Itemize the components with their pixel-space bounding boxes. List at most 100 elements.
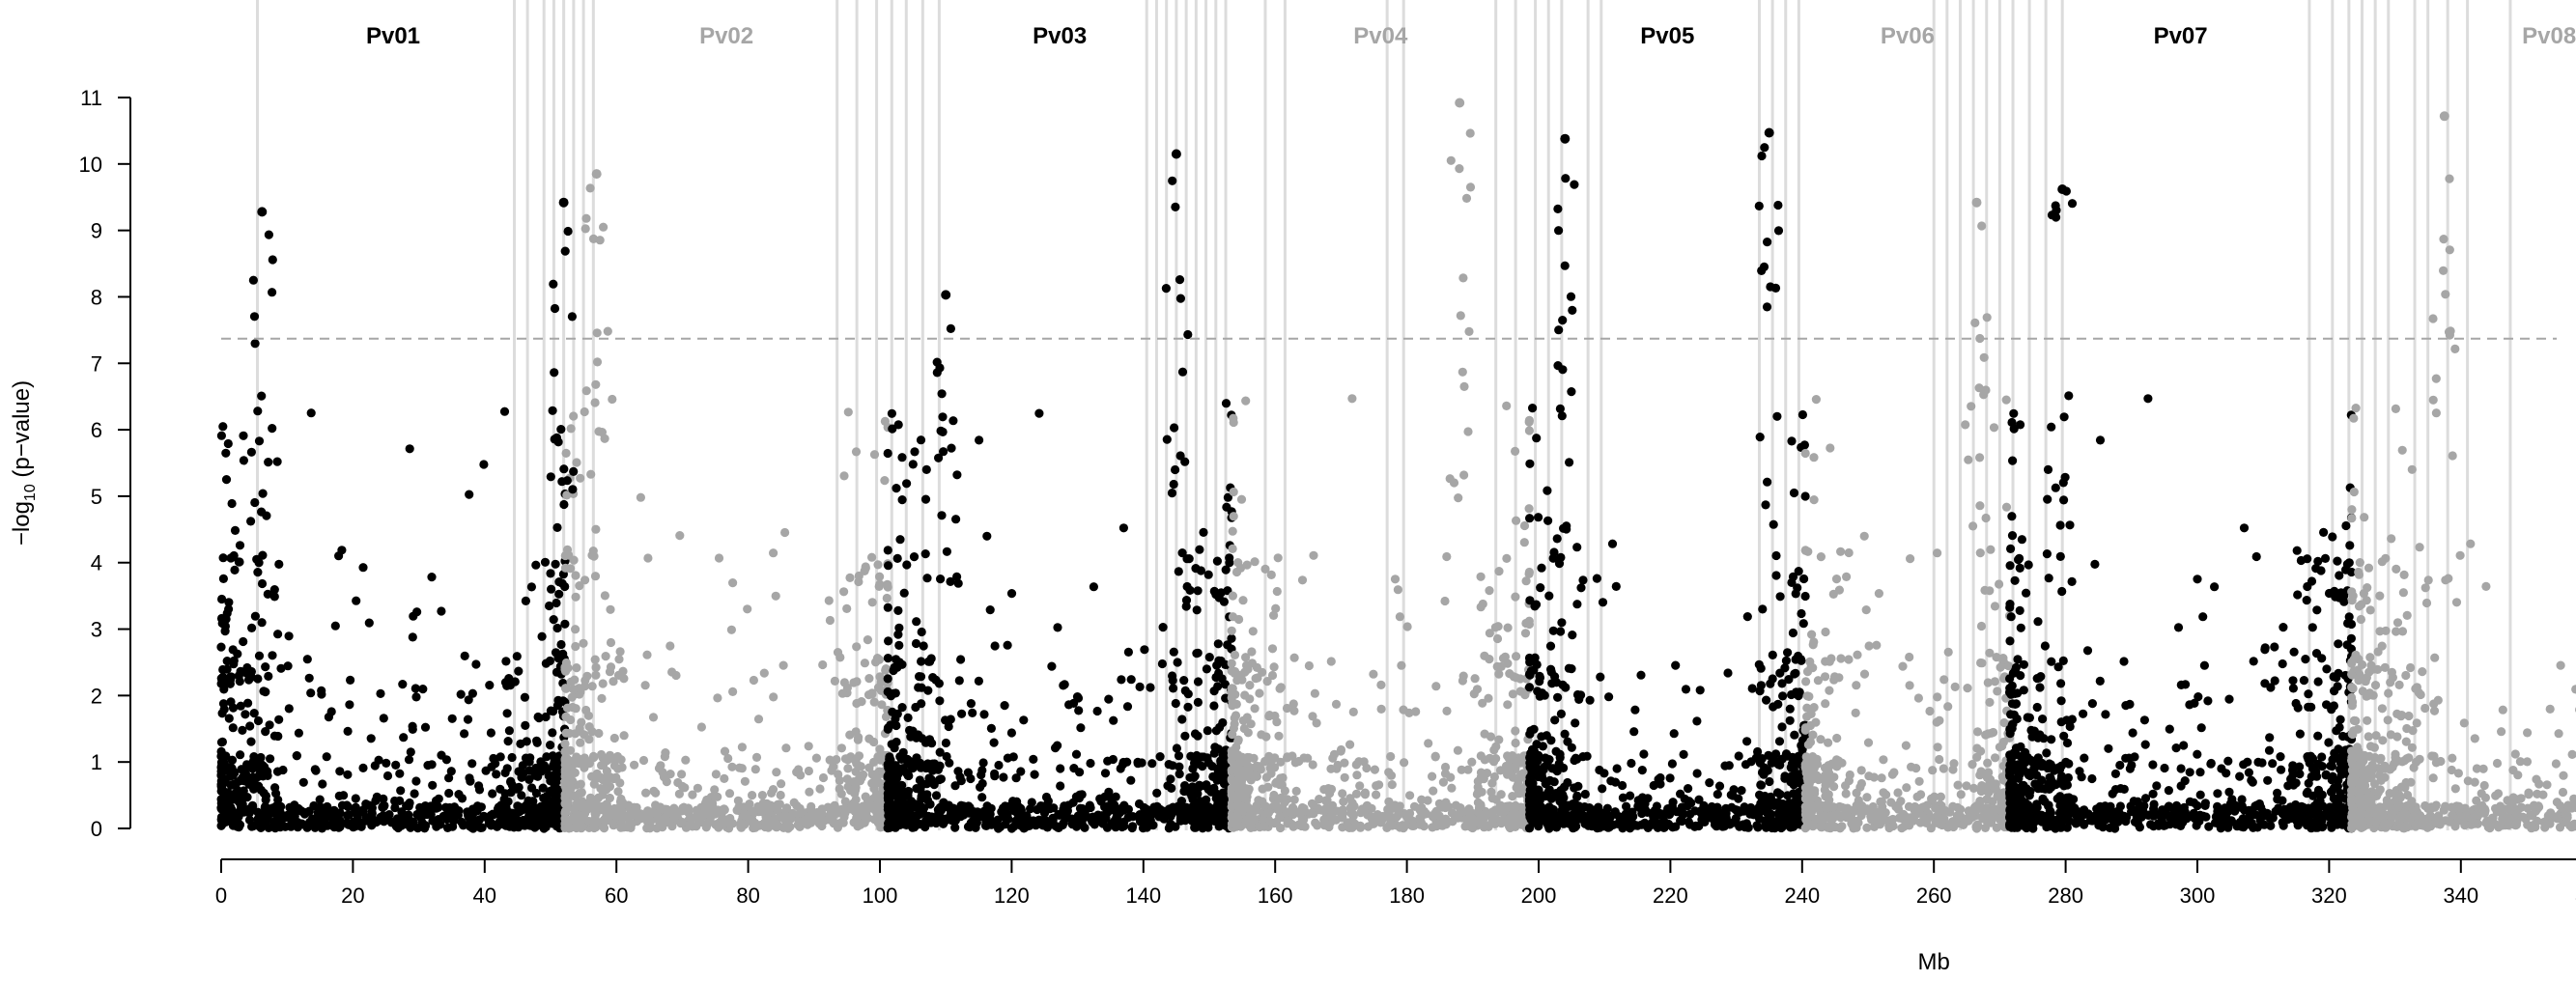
data-point xyxy=(487,762,496,771)
data-point xyxy=(309,800,319,811)
data-point xyxy=(1482,769,1492,778)
data-point xyxy=(218,812,228,822)
data-point xyxy=(825,615,835,626)
data-point xyxy=(956,800,966,810)
data-point xyxy=(1289,653,1299,662)
data-point xyxy=(499,406,510,416)
data-point xyxy=(459,821,468,830)
data-point xyxy=(1118,523,1128,533)
data-point xyxy=(557,578,567,588)
data-point xyxy=(276,822,286,831)
data-point xyxy=(953,767,963,776)
data-point xyxy=(591,670,601,680)
data-point xyxy=(701,823,711,832)
data-point xyxy=(1203,726,1212,736)
data-point xyxy=(1719,812,1729,823)
data-point xyxy=(1521,576,1531,586)
data-point xyxy=(334,791,344,801)
data-point xyxy=(1834,585,1844,595)
data-point xyxy=(217,764,227,773)
data-point xyxy=(546,569,555,578)
data-point xyxy=(1071,749,1082,759)
data-point xyxy=(474,785,485,795)
data-point xyxy=(713,693,722,703)
data-point xyxy=(572,663,581,673)
data-point xyxy=(531,560,541,570)
data-point xyxy=(479,811,489,821)
data-point xyxy=(1395,612,1404,622)
data-point xyxy=(679,802,689,812)
data-point xyxy=(1126,675,1136,685)
data-point xyxy=(934,679,945,688)
data-point xyxy=(675,531,685,541)
data-point xyxy=(1000,701,1009,711)
data-point xyxy=(875,744,885,754)
data-point xyxy=(999,772,1008,782)
data-point xyxy=(1104,694,1114,704)
data-point xyxy=(890,743,899,753)
data-point xyxy=(389,818,399,827)
data-point xyxy=(1072,692,1083,702)
data-point xyxy=(916,801,926,812)
data-point xyxy=(492,822,502,831)
data-point xyxy=(1831,575,1842,584)
data-point xyxy=(1512,783,1521,793)
data-point xyxy=(1192,649,1202,659)
data-point xyxy=(1935,715,1944,725)
data-point xyxy=(1486,732,1496,742)
data-point xyxy=(875,579,885,589)
data-point xyxy=(935,696,945,706)
chromosome-points-pv07 xyxy=(2005,394,2357,833)
data-point xyxy=(1467,757,1477,767)
data-point xyxy=(922,816,932,826)
data-point xyxy=(598,679,608,688)
data-point xyxy=(1943,702,1953,712)
data-point xyxy=(1345,740,1355,749)
data-point xyxy=(1338,789,1347,799)
data-point xyxy=(1797,608,1806,619)
data-point xyxy=(1972,820,1983,829)
data-point xyxy=(1755,433,1765,442)
data-point xyxy=(1494,669,1504,679)
data-point xyxy=(578,754,587,764)
data-point xyxy=(1826,815,1836,825)
data-point xyxy=(545,656,555,666)
data-point xyxy=(1584,821,1594,830)
data-point xyxy=(315,795,325,804)
data-point xyxy=(892,553,902,564)
data-point xyxy=(606,772,615,782)
data-point xyxy=(727,762,737,771)
data-point xyxy=(502,764,512,773)
data-point xyxy=(1187,802,1197,812)
data-point xyxy=(825,755,835,765)
data-point xyxy=(1355,781,1365,791)
data-point xyxy=(1359,757,1369,767)
data-point xyxy=(893,605,903,616)
data-point xyxy=(1981,513,1991,523)
data-point xyxy=(437,750,446,760)
data-point xyxy=(1963,684,1972,693)
data-point xyxy=(1236,767,1246,777)
data-point xyxy=(563,769,573,778)
data-point xyxy=(864,734,874,743)
data-point xyxy=(457,794,467,803)
data-point xyxy=(224,714,234,723)
data-point xyxy=(1991,753,2000,763)
data-point xyxy=(1403,812,1413,822)
data-point xyxy=(1928,766,1938,775)
data-point xyxy=(1336,744,1346,755)
data-point xyxy=(1535,671,1544,682)
data-point xyxy=(924,773,934,783)
data-point xyxy=(884,561,893,571)
data-point xyxy=(571,704,580,714)
data-point xyxy=(1939,675,1949,685)
data-point xyxy=(1618,780,1628,791)
data-point xyxy=(776,790,785,800)
data-point xyxy=(891,714,900,724)
data-point xyxy=(1980,823,1991,833)
data-point xyxy=(1949,818,1959,827)
chromosome-points-pv02 xyxy=(560,394,892,833)
data-point xyxy=(1785,704,1795,714)
data-point xyxy=(1531,600,1542,609)
data-point xyxy=(1056,764,1065,773)
